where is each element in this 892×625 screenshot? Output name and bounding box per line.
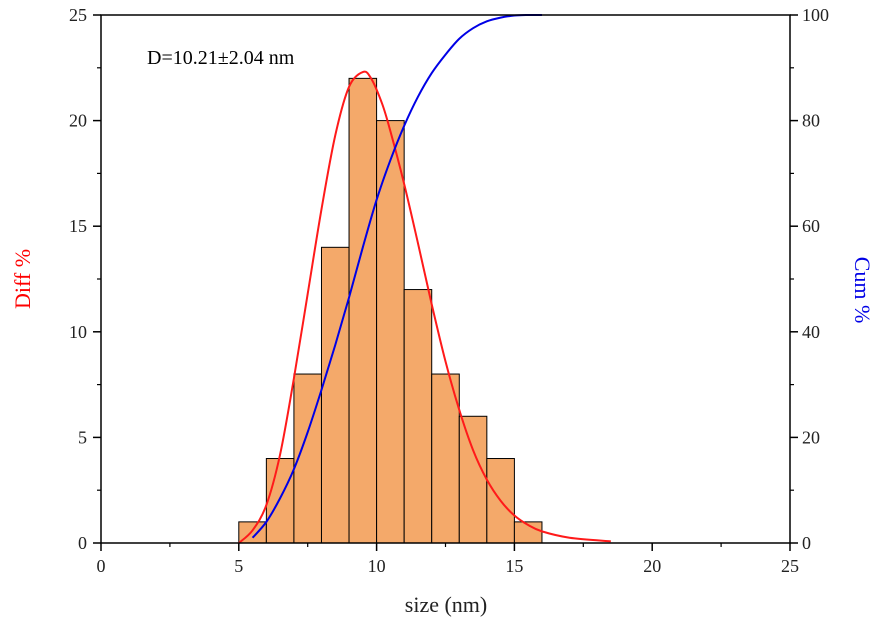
- size-annotation: D=10.21±2.04 nm: [147, 47, 295, 69]
- y-left-tick-label-3: 15: [69, 216, 87, 236]
- histogram-bar-6: [403, 289, 433, 544]
- y-right-tick-label-0: 0: [802, 533, 811, 553]
- y-left-tick-label-0: 0: [78, 533, 87, 553]
- right-axis-title: Cum %: [850, 257, 875, 324]
- y-right-tick-label-1: 20: [802, 427, 820, 447]
- x-tick-label-3: 15: [505, 556, 523, 576]
- x-axis-title: size (nm): [405, 592, 487, 617]
- y-left-tick-label-1: 5: [78, 427, 87, 447]
- y-left-tick-label-4: 20: [69, 111, 87, 131]
- histogram-bar-1: [265, 458, 295, 544]
- x-tick-label-1: 5: [234, 556, 243, 576]
- histogram-bar-4: [348, 77, 378, 544]
- x-tick-label-5: 25: [781, 556, 799, 576]
- x-tick-label-0: 0: [97, 556, 106, 576]
- cumulative-curve-line: [251, 13, 542, 539]
- y-left-tick-label-5: 25: [69, 5, 87, 25]
- fit-curve-line: [238, 70, 611, 544]
- x-tick-label-4: 20: [643, 556, 661, 576]
- y-right-tick-label-3: 60: [802, 216, 820, 236]
- histogram-bar-8: [458, 415, 488, 544]
- left-axis-title: Diff %: [10, 249, 35, 309]
- histogram-bar-5: [376, 120, 405, 544]
- y-right-tick-label-4: 80: [802, 111, 820, 131]
- x-tick-label-2: 10: [368, 556, 386, 576]
- y-right-tick-label-5: 100: [802, 5, 829, 25]
- y-left-tick-label-2: 10: [69, 322, 87, 342]
- curves: [238, 13, 611, 544]
- histogram-bar-3: [320, 246, 350, 544]
- y-right-tick-label-2: 40: [802, 322, 820, 342]
- histogram-bar-7: [431, 373, 460, 544]
